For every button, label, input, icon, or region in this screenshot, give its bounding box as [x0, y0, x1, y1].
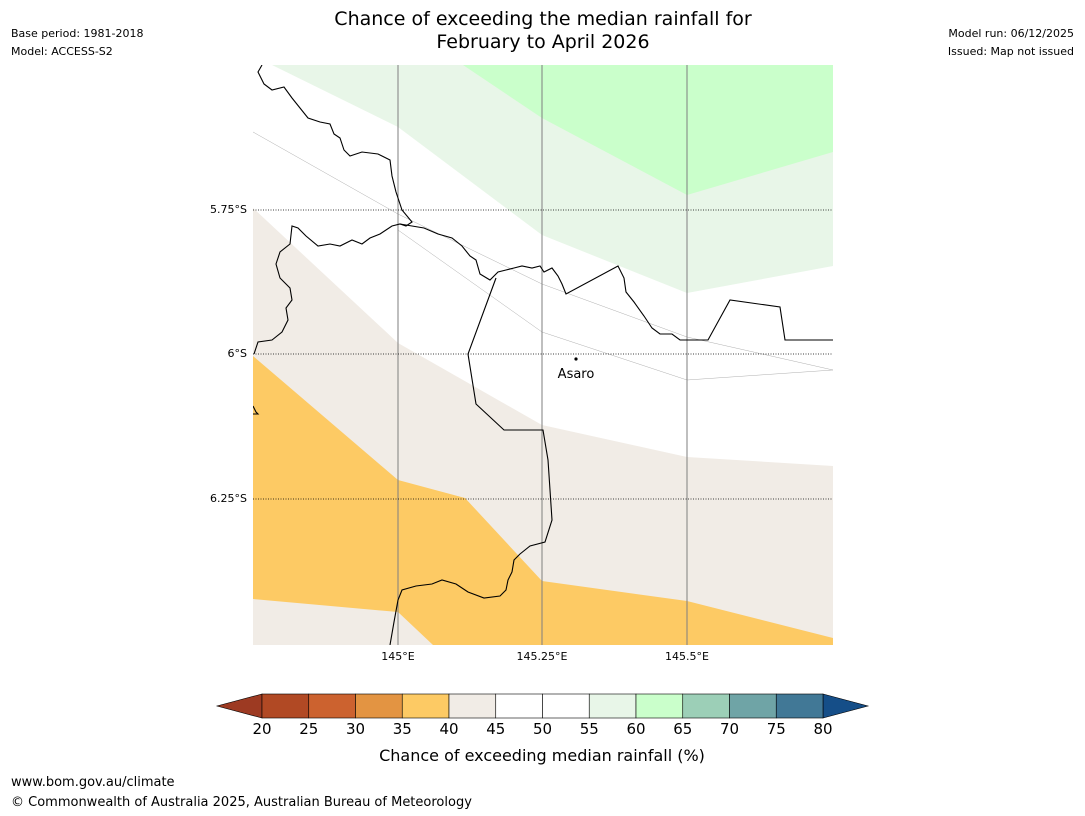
map-area	[253, 65, 833, 645]
model-text: Model: ACCESS-S2	[11, 45, 113, 58]
boundary-line	[253, 405, 260, 415]
model-run-text: Model run: 06/12/2025	[948, 27, 1074, 40]
colorbar-over-arrow	[822, 693, 870, 719]
colorbar-cell	[308, 693, 356, 719]
colorbar-cell	[261, 693, 310, 719]
colorbar-cell	[448, 693, 497, 719]
colorbar-tick-label: 25	[299, 720, 318, 738]
colorbar-cells	[261, 693, 824, 719]
boundary-line	[253, 65, 413, 355]
colorbar-cell	[775, 693, 824, 719]
colorbar-cell	[355, 693, 403, 719]
title-line-1: Chance of exceeding the median rainfall …	[334, 8, 752, 30]
contour-line	[397, 229, 833, 381]
latitude-label: 6.25°S	[210, 492, 247, 505]
colorbar-cell	[729, 693, 777, 719]
header-meta-right: Model run: 06/12/2025 Issued: Map not is…	[948, 25, 1074, 61]
boundary-line	[389, 277, 553, 645]
colorbar-tick-label: 30	[346, 720, 365, 738]
longitude-label: 145.25°E	[517, 650, 568, 663]
place-label-asaro: Asaro	[558, 367, 595, 382]
colorbar-tick-label: 35	[393, 720, 412, 738]
colorbar-tick-label: 40	[439, 720, 458, 738]
longitude-label: 145.5°E	[665, 650, 709, 663]
colorbar-cell	[542, 693, 590, 719]
colorbar-tick-label: 80	[813, 720, 832, 738]
colorbar-cell	[682, 693, 730, 719]
colorbar-tick-label: 55	[580, 720, 599, 738]
issued-text: Issued: Map not issued	[947, 45, 1074, 58]
colorbar-ticks: 20 25 30 35 40 45 50 55 60 65 70 75 80	[252, 720, 832, 738]
colorbar-under-arrow	[215, 693, 263, 719]
colorbar-legend: 20 25 30 35 40 45 50 55 60 65 70 75 80 Chance of exc…	[215, 693, 870, 765]
boundary-line	[399, 223, 833, 341]
footer-url: www.bom.gov.au/climate	[11, 775, 175, 790]
colorbar-tick-label: 75	[767, 720, 786, 738]
header-meta-left: Base period: 1981-2018 Model: ACCESS-S2	[11, 25, 143, 61]
colorbar-tick-label: 20	[252, 720, 271, 738]
colorbar-title: Chance of exceeding median rainfall (%)	[379, 746, 705, 765]
colorbar-tick-label: 70	[720, 720, 739, 738]
colorbar-tick-label: 45	[486, 720, 505, 738]
title-line-2: February to April 2026	[436, 31, 650, 53]
asaro-marker	[574, 357, 578, 361]
latitude-label: 6°S	[228, 347, 247, 360]
footer-copyright: © Commonwealth of Australia 2025, Austra…	[11, 795, 472, 810]
page-title: Chance of exceeding the median rainfall …	[243, 8, 843, 54]
base-period-text: Base period: 1981-2018	[11, 27, 144, 40]
colorbar-tick-label: 60	[626, 720, 645, 738]
colorbar-cell	[401, 693, 450, 719]
longitude-label: 145°E	[381, 650, 414, 663]
latitude-label: 5.75°S	[210, 203, 247, 216]
colorbar-cell	[495, 693, 543, 719]
colorbar-cell	[588, 693, 637, 719]
colorbar-cell	[635, 693, 684, 719]
colorbar-tick-label: 65	[673, 720, 692, 738]
colorbar-tick-label: 50	[533, 720, 552, 738]
band-60-65	[463, 65, 833, 195]
